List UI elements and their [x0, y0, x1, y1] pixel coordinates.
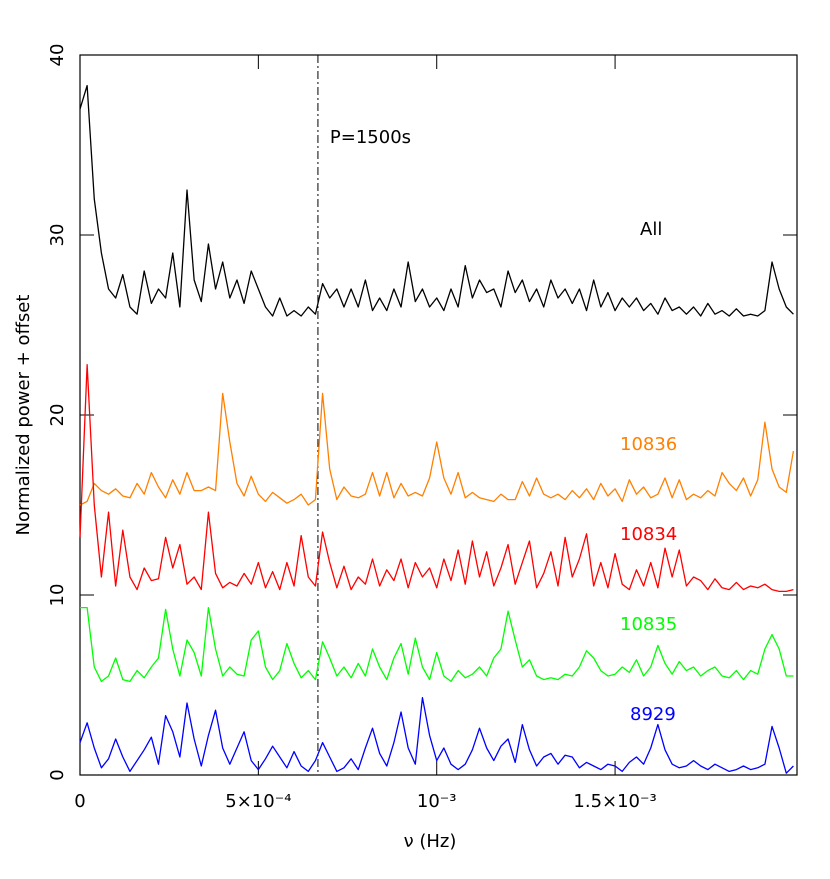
y-tick-label: 20 — [47, 404, 68, 427]
y-tick-label: 0 — [47, 769, 68, 780]
series-line — [79, 392, 795, 506]
series-label: 8929 — [630, 704, 676, 725]
series-label: 10836 — [620, 434, 677, 455]
series-label: 10834 — [620, 524, 677, 545]
y-tick-label: 40 — [47, 44, 68, 67]
series-label: 10835 — [620, 614, 677, 635]
x-tick-label: 5×10⁻⁴ — [225, 791, 291, 812]
series-label: All — [640, 219, 662, 240]
x-axis-label: ν (Hz) — [404, 831, 457, 852]
period-label: P=1500s — [330, 127, 411, 148]
series-line — [79, 84, 794, 317]
series-line — [79, 363, 794, 593]
x-tick-label: 0 — [74, 791, 85, 812]
plot-frame — [79, 54, 798, 776]
series-line — [79, 696, 794, 774]
x-tick-label: 1.5×10⁻³ — [573, 791, 656, 812]
y-tick-label: 10 — [47, 584, 68, 607]
x-tick-label: 10⁻³ — [417, 791, 457, 812]
y-axis-label: Normalized power + offset — [13, 295, 34, 536]
series-line — [80, 606, 794, 683]
y-tick-label: 30 — [47, 224, 68, 247]
